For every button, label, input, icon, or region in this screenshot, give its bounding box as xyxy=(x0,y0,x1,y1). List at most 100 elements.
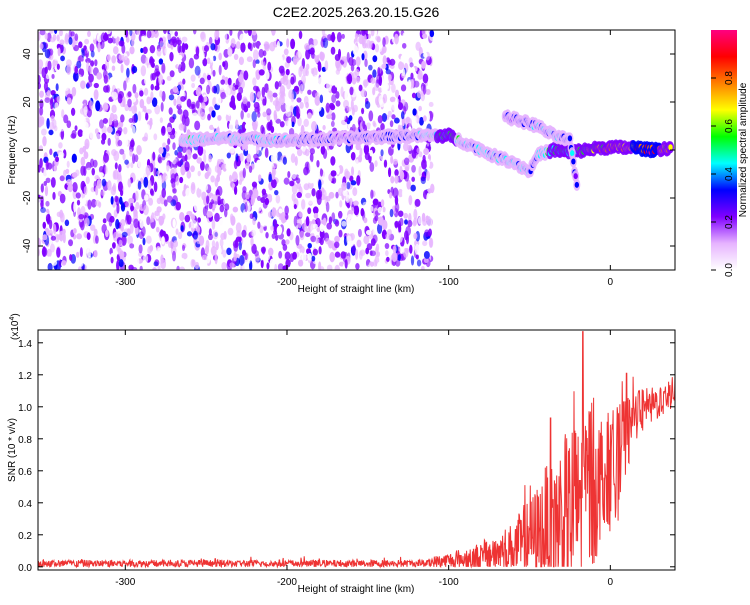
noise-cell xyxy=(365,122,372,130)
noise-cell xyxy=(145,112,149,121)
noise-cell xyxy=(400,111,405,120)
noise-cell xyxy=(94,59,98,67)
noise-cell xyxy=(413,232,418,240)
noise-cell xyxy=(372,227,376,236)
noise-cell xyxy=(391,114,396,120)
noise-cell xyxy=(298,30,303,40)
noise-cell xyxy=(253,153,259,160)
noise-cell xyxy=(366,264,372,270)
noise-cell xyxy=(195,100,200,109)
noise-cell xyxy=(87,255,93,266)
noise-cell xyxy=(191,82,196,89)
noise-cell xyxy=(279,94,285,106)
noise-cell xyxy=(352,187,358,197)
noise-cell xyxy=(249,213,254,220)
y-tick-label: 0.2 xyxy=(18,531,32,542)
noise-cell xyxy=(344,170,351,180)
noise-cell xyxy=(402,42,407,49)
noise-cell xyxy=(217,195,221,206)
noise-cell xyxy=(236,230,241,238)
noise-cell xyxy=(64,83,69,91)
noise-cell xyxy=(117,127,123,134)
noise-cell xyxy=(70,107,76,116)
noise-cell xyxy=(377,206,383,214)
noise-cell xyxy=(298,211,303,218)
noise-cell xyxy=(350,180,357,186)
noise-cell xyxy=(339,200,343,208)
noise-cell xyxy=(182,244,186,252)
noise-cell xyxy=(278,30,283,37)
noise-cell xyxy=(242,263,247,270)
noise-cell xyxy=(74,65,78,75)
noise-cell xyxy=(58,30,63,37)
noise-cell xyxy=(359,249,366,256)
noise-cell xyxy=(49,30,55,34)
noise-cell xyxy=(60,128,65,140)
noise-cell xyxy=(279,121,285,128)
noise-cell xyxy=(276,225,283,236)
noise-cell xyxy=(389,58,396,66)
noise-cell xyxy=(270,225,274,231)
noise-cell xyxy=(374,160,378,168)
noise-cell xyxy=(239,152,244,162)
noise-cell xyxy=(42,135,47,147)
noise-cell xyxy=(43,180,47,187)
noise-cell xyxy=(393,45,399,51)
noise-cell xyxy=(246,153,251,163)
noise-cell xyxy=(145,109,152,115)
noise-cell xyxy=(118,259,124,268)
noise-cell xyxy=(328,216,333,225)
noise-cell xyxy=(305,192,312,199)
noise-cell xyxy=(39,116,45,124)
noise-cell xyxy=(104,165,108,175)
noise-cell xyxy=(222,249,227,258)
noise-cell xyxy=(292,74,297,83)
noise-cell xyxy=(305,69,309,77)
noise-cell xyxy=(98,172,104,178)
noise-cell xyxy=(423,52,428,58)
noise-cell xyxy=(311,120,318,132)
noise-cell xyxy=(174,31,178,37)
noise-cell xyxy=(392,158,398,165)
noise-cell xyxy=(54,30,58,35)
noise-cell xyxy=(159,229,164,238)
noise-cell xyxy=(80,61,84,69)
noise-cell xyxy=(206,211,213,218)
noise-cell xyxy=(380,149,384,157)
noise-cell xyxy=(193,200,199,212)
noise-cell xyxy=(359,147,363,157)
noise-cell xyxy=(235,41,241,50)
noise-cell xyxy=(50,177,56,188)
noise-cell xyxy=(169,133,176,140)
noise-cell xyxy=(258,48,264,58)
noise-cell xyxy=(74,125,78,131)
noise-cell xyxy=(204,184,209,191)
noise-cell xyxy=(206,84,211,95)
noise-cell xyxy=(418,151,423,158)
noise-cell xyxy=(208,67,212,75)
noise-cell xyxy=(136,30,142,35)
noise-cell xyxy=(82,197,87,205)
noise-cell xyxy=(132,83,137,94)
noise-cell xyxy=(45,73,50,80)
noise-cell xyxy=(246,224,251,231)
noise-cell xyxy=(408,118,412,129)
noise-cell xyxy=(159,117,163,123)
noise-cell xyxy=(428,101,434,108)
noise-cell xyxy=(121,231,128,238)
snr-y-exponent-prefix: (x10 xyxy=(10,320,21,340)
noise-cell xyxy=(126,214,132,225)
noise-cell xyxy=(101,132,107,141)
noise-cell xyxy=(369,149,373,157)
noise-cell xyxy=(335,191,339,199)
noise-cell xyxy=(276,40,280,50)
noise-cell xyxy=(64,219,70,227)
y-tick-label: -40 xyxy=(22,238,33,253)
noise-cell xyxy=(116,36,120,43)
noise-cell xyxy=(232,104,237,110)
noise-cell xyxy=(377,114,383,124)
noise-cell xyxy=(346,235,352,245)
noise-cell xyxy=(227,77,232,86)
noise-cell xyxy=(422,33,428,39)
noise-cell xyxy=(58,142,63,149)
